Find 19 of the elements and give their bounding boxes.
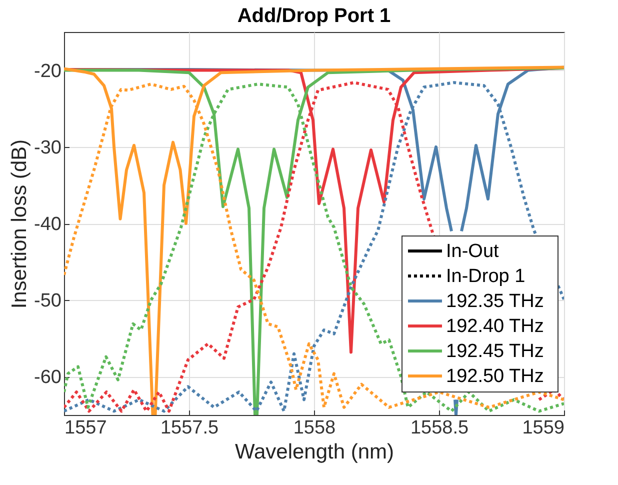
x-tick-label: 1558	[293, 418, 336, 438]
x-tick-label: 1557.5	[160, 418, 219, 438]
x-axis-title: Wavelength (nm)	[234, 440, 394, 464]
legend-label: 192.40 THz	[446, 316, 544, 337]
x-tick-label: 1558.5	[410, 418, 469, 438]
y-tick-label: -50	[34, 290, 62, 312]
y-tick-label: -20	[34, 60, 62, 82]
y-axis-title: Insertion loss (dB)	[8, 139, 32, 309]
y-tick-label: -30	[34, 137, 62, 158]
x-tick-label: 1557	[64, 418, 107, 438]
legend-label: 192.45 THz	[446, 341, 544, 362]
legend-label: 192.35 THz	[446, 291, 544, 312]
annotation: In-Drop 1	[446, 266, 526, 287]
annotation: In-Out	[446, 241, 500, 262]
x-tick-label: 1559	[522, 418, 564, 438]
y-tick-label: -40	[34, 214, 62, 235]
legend-label: 192.50 THz	[446, 366, 544, 387]
chart-title: Add/Drop Port 1	[237, 5, 391, 27]
y-tick-label: -60	[34, 367, 62, 388]
